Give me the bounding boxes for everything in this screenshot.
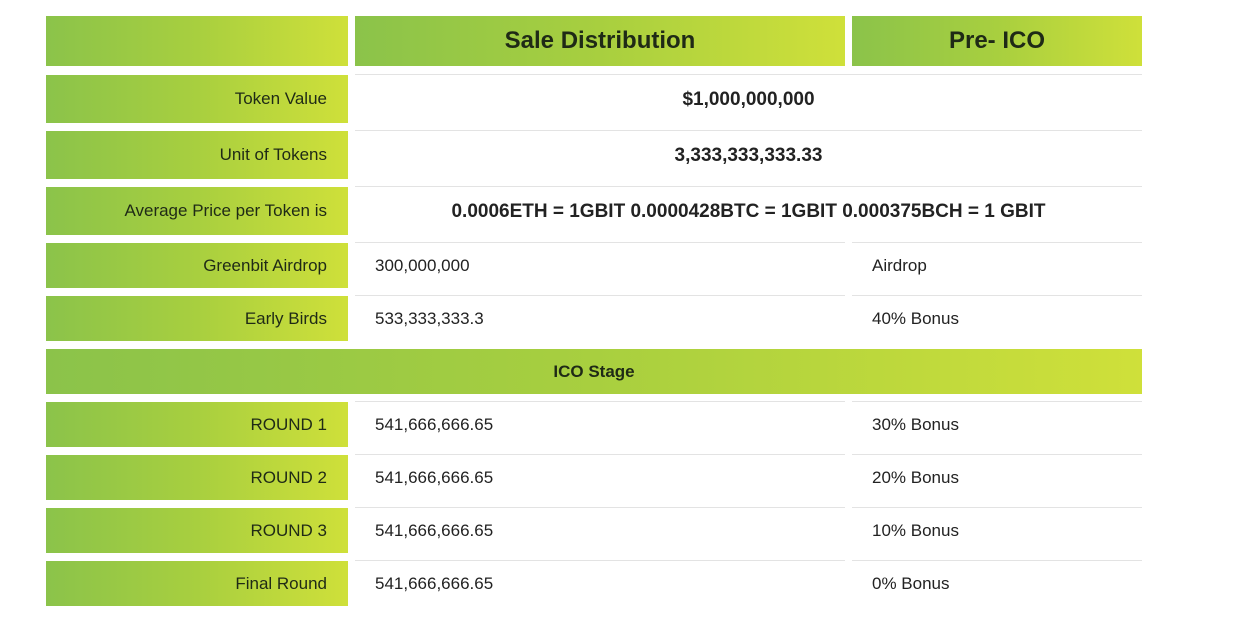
row-label-round-3: ROUND 3 [46, 508, 348, 553]
row-bonus-round-3: 10% Bonus [852, 507, 1142, 554]
row-bonus-text: 0% Bonus [872, 574, 950, 593]
row-label-round-1: ROUND 1 [46, 402, 348, 447]
row-label-early-birds: Early Birds [46, 296, 348, 341]
row-value-average-price: 0.0006ETH = 1GBIT 0.0000428BTC = 1GBIT 0… [355, 186, 1142, 236]
row-label-round-2: ROUND 2 [46, 455, 348, 500]
row-label-text: Token Value [234, 89, 327, 108]
row-label-greenbit-airdrop: Greenbit Airdrop [46, 243, 348, 288]
row-label-text: ROUND 3 [250, 520, 327, 540]
row-label-text: Early Birds [244, 308, 327, 328]
row-label-text: ROUND 1 [250, 414, 327, 434]
row-value-text: 0.0006ETH = 1GBIT 0.0000428BTC = 1GBIT 0… [451, 200, 1046, 222]
row-label-average-price: Average Price per Token is [46, 187, 348, 235]
row-amount-text: 541,666,666.65 [375, 521, 494, 540]
row-label-token-value: Token Value [46, 75, 348, 123]
row-value-token-value: $1,000,000,000 [355, 74, 1142, 124]
row-bonus-final-round: 0% Bonus [852, 560, 1142, 607]
row-bonus-text: 30% Bonus [872, 415, 959, 434]
row-bonus-text: 40% Bonus [872, 309, 959, 328]
row-amount-final-round: 541,666,666.65 [355, 560, 845, 607]
row-amount-round-2: 541,666,666.65 [355, 454, 845, 501]
row-amount-round-3: 541,666,666.65 [355, 507, 845, 554]
header-col2-label: Sale Distribution [504, 27, 696, 54]
row-label-text: Greenbit Airdrop [203, 255, 327, 275]
header-sale-distribution: Sale Distribution [355, 16, 845, 66]
row-amount-text: 541,666,666.65 [375, 574, 494, 593]
row-bonus-text: Airdrop [872, 256, 927, 275]
row-amount-round-1: 541,666,666.65 [355, 401, 845, 448]
header-blank-cell [46, 16, 348, 66]
row-amount-text: 541,666,666.65 [375, 415, 494, 434]
row-bonus-early-birds: 40% Bonus [852, 295, 1142, 342]
header-pre-ico: Pre- ICO [852, 16, 1142, 66]
row-label-text: Average Price per Token is [124, 201, 327, 220]
row-bonus-round-1: 30% Bonus [852, 401, 1142, 448]
row-bonus-text: 20% Bonus [872, 468, 959, 487]
header-col3-label: Pre- ICO [948, 27, 1046, 54]
row-bonus-text: 10% Bonus [872, 521, 959, 540]
row-label-text: ROUND 2 [250, 467, 327, 487]
row-bonus-greenbit-airdrop: Airdrop [852, 242, 1142, 289]
ico-stage-header: ICO Stage [46, 349, 1142, 394]
row-amount-text: 533,333,333.3 [375, 309, 484, 328]
row-value-text: 3,333,333,333.33 [674, 144, 823, 166]
row-label-text: Final Round [235, 573, 327, 593]
row-amount-greenbit-airdrop: 300,000,000 [355, 242, 845, 289]
row-value-unit-of-tokens: 3,333,333,333.33 [355, 130, 1142, 180]
row-label-unit-of-tokens: Unit of Tokens [46, 131, 348, 179]
row-amount-text: 541,666,666.65 [375, 468, 494, 487]
row-label-text: Unit of Tokens [219, 145, 327, 164]
row-amount-text: 300,000,000 [375, 256, 470, 275]
row-value-text: $1,000,000,000 [682, 88, 815, 110]
row-amount-early-birds: 533,333,333.3 [355, 295, 845, 342]
ico-stage-label: ICO Stage [553, 361, 635, 381]
row-label-final-round: Final Round [46, 561, 348, 606]
row-bonus-round-2: 20% Bonus [852, 454, 1142, 501]
